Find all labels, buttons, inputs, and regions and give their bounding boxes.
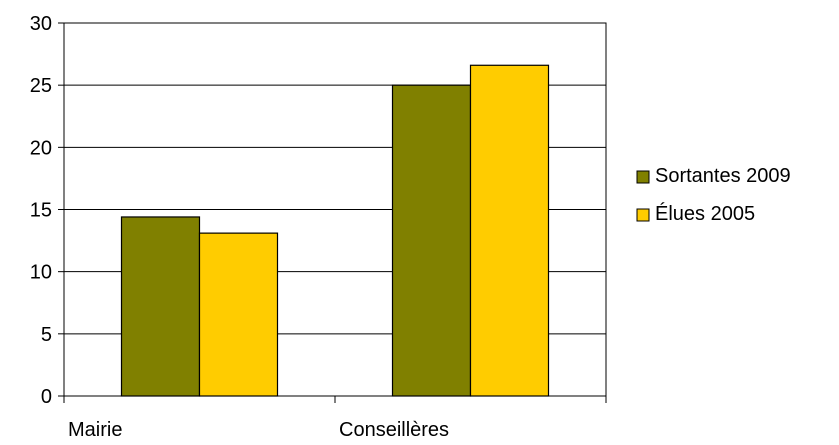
bar-sortantes-2009-0 xyxy=(120,216,201,397)
y-tick-label: 5 xyxy=(41,324,52,346)
bar-sortantes-2009-1 xyxy=(391,84,472,397)
legend-label: Sortantes 2009 xyxy=(655,165,791,187)
x-axis-ticks: Mairie Conseillères xyxy=(63,396,607,441)
x-category-label: Mairie xyxy=(68,419,122,440)
y-tick-label: 25 xyxy=(30,75,52,97)
y-tick-label: 15 xyxy=(30,200,52,222)
bar-elues-2005-1 xyxy=(469,64,550,397)
legend-label: Élues 2005 xyxy=(655,202,755,225)
y-tick-label: 30 xyxy=(30,13,52,35)
y-axis-ticks: 0 5 10 15 20 25 30 xyxy=(30,13,64,408)
y-tick-label: 10 xyxy=(30,262,52,284)
bars xyxy=(120,64,550,397)
y-tick-label: 0 xyxy=(41,386,52,408)
x-category-label: Conseillères xyxy=(339,419,449,440)
y-tick-label: 20 xyxy=(30,137,52,159)
legend: Sortantes 2009 Élues 2005 xyxy=(636,165,791,225)
legend-swatch xyxy=(636,208,650,222)
legend-swatch xyxy=(636,170,650,184)
bar-elues-2005-0 xyxy=(198,232,279,397)
